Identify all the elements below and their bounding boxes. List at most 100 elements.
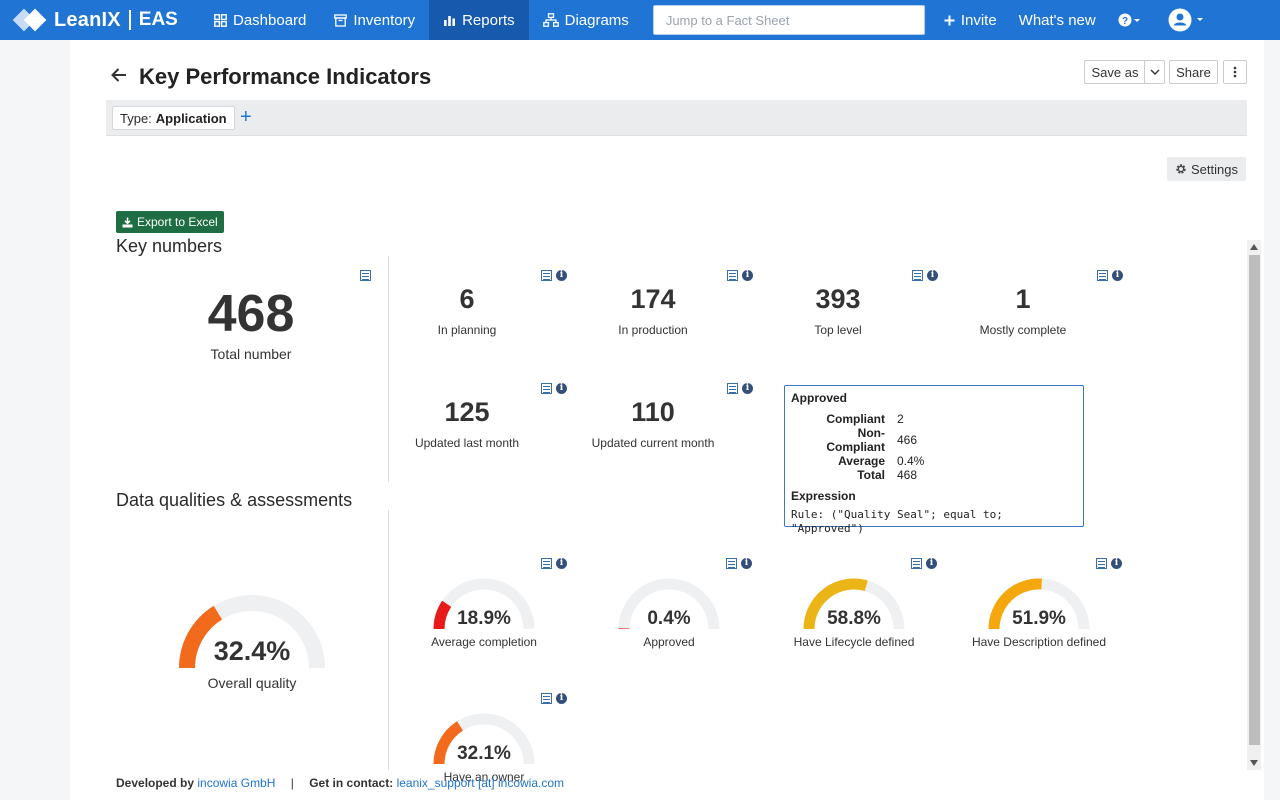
list-icon[interactable] (541, 383, 552, 394)
nav-reports[interactable]: Reports (429, 0, 529, 40)
jump-to-fact-sheet-input[interactable]: Jump to a Fact Sheet (652, 5, 925, 35)
footer-separator: | (290, 776, 294, 790)
save-as-button[interactable]: Save as (1084, 60, 1146, 84)
avatar-icon (1168, 8, 1203, 32)
kpi-actions: i (727, 383, 753, 394)
list-icon[interactable] (726, 558, 737, 569)
info-icon[interactable]: i (741, 558, 752, 569)
gauge-label: Have Lifecycle defined (793, 635, 915, 649)
list-icon[interactable] (360, 270, 371, 281)
info-icon[interactable]: i (556, 558, 567, 569)
info-icon[interactable]: i (927, 270, 938, 281)
info-icon[interactable]: i (742, 270, 753, 281)
quality-gauge: 32.1% Have an owner (429, 713, 539, 793)
back-arrow-icon[interactable] (110, 67, 128, 83)
tooltip-row: Non-Compliant 466 (826, 426, 918, 454)
quality-gauge: 51.9% Have Description defined (972, 578, 1106, 658)
whats-new-button[interactable]: What's new (1008, 0, 1107, 40)
kpi-label: Updated last month (414, 436, 520, 450)
more-options-button[interactable] (1223, 60, 1247, 84)
list-icon[interactable] (541, 558, 552, 569)
save-as-dropdown[interactable] (1144, 60, 1165, 84)
search-placeholder: Jump to a Fact Sheet (665, 12, 790, 28)
list-icon[interactable] (541, 693, 552, 704)
kpi-tile: 393 Top level (758, 284, 918, 337)
approved-tooltip: Approved Compliant 2 Non-Compliant 466 Ave… (784, 385, 1084, 535)
whats-new-label: What's new (1018, 11, 1096, 29)
total-value: 468 (207, 285, 295, 343)
info-icon[interactable]: i (556, 383, 567, 394)
nav-inventory[interactable]: Inventory (320, 0, 429, 40)
key-numbers-heading: Key numbers (116, 236, 223, 256)
user-menu[interactable] (1157, 0, 1221, 40)
gauge-actions: i (726, 558, 752, 569)
quality-gauge: 0.4% Approved (614, 578, 724, 658)
kpi-actions: i (912, 270, 938, 281)
list-icon[interactable] (912, 270, 923, 281)
gauge-value: 32.1% (457, 743, 511, 764)
nav-diagrams[interactable]: Diagrams (529, 0, 643, 40)
invite-label: Invite (960, 11, 997, 29)
overall-quality-label: Overall quality (207, 675, 297, 691)
settings-button[interactable]: Settings (1167, 157, 1246, 181)
info-icon[interactable]: i (556, 270, 567, 281)
list-icon[interactable] (1097, 270, 1108, 281)
invite-button[interactable]: Invite (933, 0, 1008, 40)
gauge-fill (433, 721, 464, 765)
scroll-down-icon[interactable] (1250, 760, 1258, 766)
help-menu[interactable]: ? (1107, 0, 1157, 40)
tooltip-row: Total 468 (857, 468, 918, 482)
list-icon[interactable] (727, 270, 738, 281)
kpi-label: In production (618, 323, 688, 337)
overall-gauge-arc (179, 595, 325, 669)
kpi-value: 1 (1015, 284, 1031, 314)
chevron-down-icon (1150, 69, 1159, 75)
info-icon[interactable]: i (926, 558, 937, 569)
gauge-fill (803, 578, 868, 630)
list-icon[interactable] (541, 270, 552, 281)
company-link[interactable]: incowia GmbH (197, 776, 276, 790)
add-filter-button[interactable]: + (240, 106, 252, 128)
gauge-value: 0.4% (647, 608, 691, 629)
contact-link[interactable]: leanix_support [at] incowia.com (396, 776, 564, 790)
report-page: Key Performance Indicators Save as Share… (70, 40, 1264, 800)
kpi-tile: 125 Updated last month (387, 397, 547, 450)
info-icon[interactable]: i (1112, 270, 1123, 281)
info-icon[interactable]: i (1111, 558, 1122, 569)
app-logo[interactable]: LeanIX EAS (0, 0, 200, 40)
info-icon[interactable]: i (556, 693, 567, 704)
type-filter-chip[interactable]: Type: Application (112, 106, 235, 130)
download-icon (122, 217, 133, 227)
gauge-fill (433, 600, 452, 630)
gauge-arc (433, 578, 535, 630)
nav-diagrams-label: Diagrams (564, 11, 629, 29)
gauge-label: Have Description defined (971, 635, 1107, 649)
export-excel-button[interactable]: Export to Excel (116, 211, 224, 233)
gauge-label: Average completion (431, 635, 537, 649)
share-button[interactable]: Share (1169, 60, 1218, 84)
list-icon[interactable] (1096, 558, 1107, 569)
scroll-up-icon[interactable] (1250, 244, 1258, 250)
type-filter-key: Type: (120, 110, 152, 126)
kpi-label: Top level (814, 323, 862, 337)
report-scrollbar[interactable] (1247, 240, 1261, 770)
kpi-report: Export to Excel Key numbers 468 Total nu… (106, 200, 1247, 790)
help-icon: ? (1118, 13, 1140, 27)
gauge-arc (433, 713, 535, 765)
scroll-thumb[interactable] (1249, 255, 1260, 745)
nav-reports-label: Reports (462, 11, 515, 29)
nav-dashboard[interactable]: Dashboard (200, 0, 320, 40)
kpi-actions: i (541, 383, 567, 394)
filter-bar: Type: Application + (106, 100, 1247, 136)
diagrams-icon (542, 13, 559, 27)
list-icon[interactable] (727, 383, 738, 394)
gauge-actions: i (541, 693, 567, 704)
list-icon[interactable] (911, 558, 922, 569)
kpi-value: 393 (815, 284, 861, 314)
top-navigation: LeanIX EAS Dashboard Inventory Reports D… (0, 0, 1280, 40)
kpi-label: In planning (437, 323, 497, 337)
info-icon[interactable]: i (742, 383, 753, 394)
kpi-actions: i (1097, 270, 1123, 281)
gauge-track (618, 578, 720, 630)
page-title: Key Performance Indicators (139, 64, 432, 89)
